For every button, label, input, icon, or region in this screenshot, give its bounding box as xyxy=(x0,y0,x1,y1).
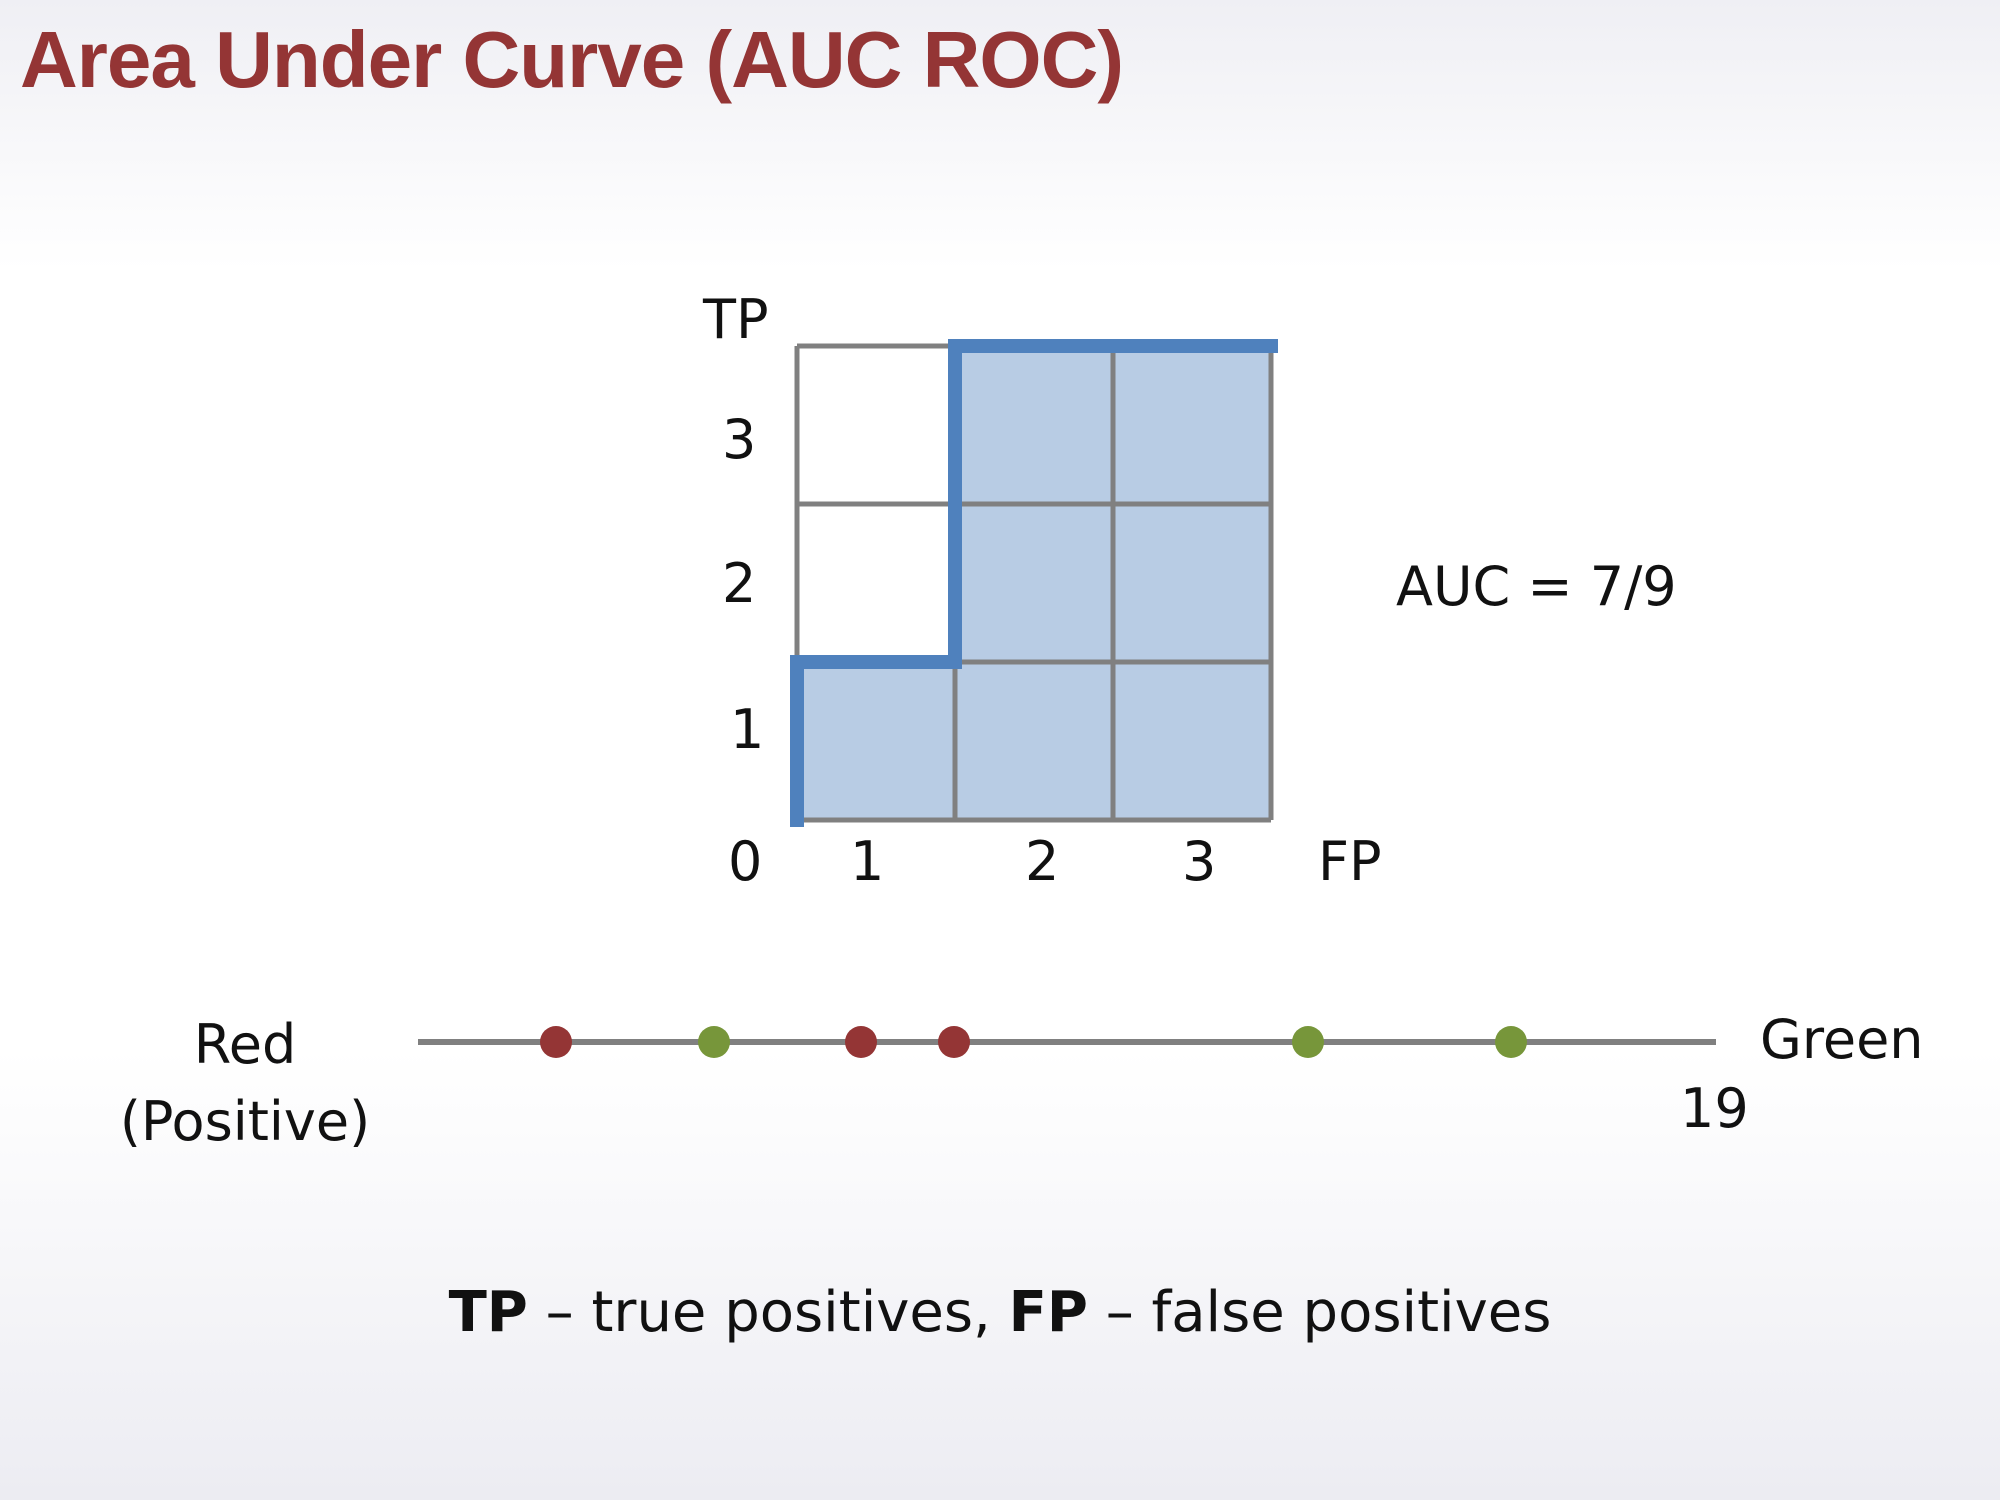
ranking-line-group: Red (Positive) Green 19 xyxy=(120,1008,1924,1153)
tp-definition: – true positives, xyxy=(527,1280,1009,1345)
fp-term: FP xyxy=(1008,1280,1088,1345)
ranking-point-red-4 xyxy=(938,1026,970,1058)
shaded-cell-c3-r1 xyxy=(1113,662,1271,820)
x-tick-2: 2 xyxy=(1025,830,1059,893)
shaded-cell-c2-r3 xyxy=(955,346,1113,504)
shaded-cell-c3-r2 xyxy=(1113,504,1271,662)
y-axis-label: TP xyxy=(702,288,769,351)
roc-curve xyxy=(790,339,1278,827)
ranking-end-value: 19 xyxy=(1680,1077,1749,1140)
ranking-point-green-6 xyxy=(1495,1026,1527,1058)
slide-title: Area Under Curve (AUC ROC) xyxy=(20,15,1124,104)
footnote: TP – true positives, FP – false positive… xyxy=(0,1280,2000,1345)
y-tick-2: 2 xyxy=(722,552,756,615)
x-tick-3: 3 xyxy=(1182,830,1216,893)
shaded-cell-c2-r1 xyxy=(955,662,1113,820)
red-class-label: Red xyxy=(194,1013,297,1076)
shaded-cell-c1-r1 xyxy=(797,662,955,820)
x-tick-1: 1 xyxy=(850,830,884,893)
auc-value-label: AUC = 7/9 xyxy=(1396,555,1677,618)
roc-plot: TP FP 0 1 2 3 1 2 3 AUC = 7/9 xyxy=(702,288,1677,893)
ranking-point-green-5 xyxy=(1292,1026,1324,1058)
tp-term: TP xyxy=(448,1280,528,1345)
y-tick-1: 1 xyxy=(730,698,764,761)
ranking-points xyxy=(540,1026,1527,1058)
ranking-point-green-2 xyxy=(698,1026,730,1058)
fp-definition: – false positives xyxy=(1087,1280,1552,1345)
ranking-point-red-1 xyxy=(540,1026,572,1058)
ranking-point-red-3 xyxy=(845,1026,877,1058)
x-axis-label: FP xyxy=(1318,830,1382,893)
roc-shaded-cells xyxy=(797,346,1271,820)
shaded-cell-c2-r2 xyxy=(955,504,1113,662)
green-class-label: Green xyxy=(1760,1008,1924,1071)
y-tick-3: 3 xyxy=(722,408,756,471)
shaded-cell-c3-r3 xyxy=(1113,346,1271,504)
positive-sublabel: (Positive) xyxy=(120,1090,370,1153)
origin-label: 0 xyxy=(728,830,762,893)
